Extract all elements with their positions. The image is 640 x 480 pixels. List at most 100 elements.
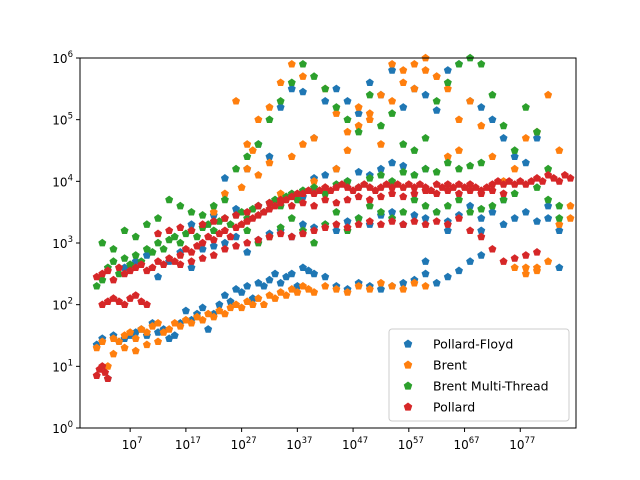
data-point	[332, 198, 341, 207]
data-point	[466, 201, 475, 210]
data-point	[432, 217, 441, 225]
data-point	[376, 170, 385, 179]
data-point	[432, 207, 441, 216]
data-point	[477, 189, 486, 198]
data-point	[521, 263, 530, 272]
data-point	[115, 269, 124, 278]
data-point	[454, 214, 463, 222]
data-point	[220, 195, 229, 204]
data-point	[488, 207, 497, 216]
data-point	[332, 109, 341, 117]
data-point	[115, 263, 124, 272]
data-point	[248, 214, 257, 222]
data-point	[92, 343, 101, 352]
data-point	[187, 226, 196, 235]
data-point	[298, 87, 307, 96]
y-tick-label: 101	[52, 358, 73, 374]
data-point	[432, 96, 441, 105]
data-point	[209, 217, 218, 225]
data-point	[181, 229, 190, 238]
data-point	[454, 266, 463, 275]
data-point	[243, 164, 252, 173]
data-point	[142, 266, 151, 275]
x-tick-label-exponent: 27	[246, 436, 257, 446]
data-point	[159, 244, 168, 253]
x-tick-label-exponent: 17	[190, 436, 201, 446]
data-point	[544, 257, 553, 265]
data-point	[220, 244, 229, 253]
data-point	[365, 201, 374, 210]
data-point	[243, 238, 252, 247]
y-tick-label-exponent: 4	[68, 173, 73, 183]
data-point	[142, 251, 151, 259]
y-tick-label-base: 10	[52, 175, 67, 189]
data-point	[276, 195, 285, 204]
data-point	[142, 328, 151, 336]
data-point	[310, 288, 319, 296]
data-point	[220, 238, 229, 247]
data-point	[388, 189, 397, 198]
data-point	[254, 294, 263, 302]
data-point	[237, 183, 246, 191]
y-tick-label: 100	[52, 420, 73, 436]
data-point	[488, 186, 497, 194]
y-tick-label: 106	[52, 50, 73, 66]
y-tick-label-exponent: 3	[68, 235, 73, 245]
data-point	[176, 223, 185, 231]
y-tick-label: 105	[52, 112, 73, 128]
data-point	[410, 217, 419, 225]
data-point	[443, 186, 452, 194]
data-point	[365, 195, 374, 204]
y-tick-label-exponent: 1	[68, 358, 73, 368]
data-point	[499, 121, 508, 130]
data-point	[287, 152, 296, 161]
data-point	[103, 374, 112, 383]
data-point	[532, 266, 541, 275]
data-point	[544, 201, 553, 210]
data-point	[510, 254, 519, 262]
data-point	[254, 235, 263, 244]
data-point	[103, 266, 112, 275]
data-point	[343, 115, 352, 124]
data-point	[376, 192, 385, 201]
data-point	[477, 121, 486, 130]
data-point	[477, 103, 486, 111]
data-point	[265, 158, 274, 167]
data-point	[321, 195, 330, 204]
data-point	[454, 146, 463, 154]
x-tick-label: 1017	[175, 436, 201, 452]
data-point	[287, 84, 296, 93]
data-point	[176, 238, 185, 247]
data-point	[287, 59, 296, 68]
data-point	[521, 207, 530, 216]
legend-label: Brent	[433, 358, 467, 373]
series-3	[92, 170, 575, 383]
data-point	[226, 232, 235, 241]
data-point	[154, 318, 163, 327]
data-point	[243, 281, 252, 290]
data-point	[365, 115, 374, 124]
data-point	[343, 127, 352, 136]
data-point	[109, 349, 118, 358]
data-point	[254, 211, 263, 219]
data-point	[399, 183, 408, 191]
data-point	[376, 207, 385, 216]
data-point	[215, 217, 224, 225]
data-point	[187, 257, 196, 265]
data-point	[126, 328, 135, 336]
data-point	[399, 192, 408, 201]
data-point	[555, 263, 564, 272]
data-point	[103, 362, 112, 370]
data-point	[399, 207, 408, 216]
data-point	[376, 183, 385, 191]
data-point	[310, 189, 319, 198]
data-point	[248, 146, 257, 154]
data-point	[321, 170, 330, 179]
data-point	[443, 158, 452, 167]
data-point	[354, 214, 363, 222]
x-tick-label-base: 10	[286, 438, 301, 452]
data-point	[421, 133, 430, 142]
x-tick-label: 1077	[509, 436, 535, 452]
data-point	[243, 152, 252, 161]
data-point	[388, 66, 397, 74]
